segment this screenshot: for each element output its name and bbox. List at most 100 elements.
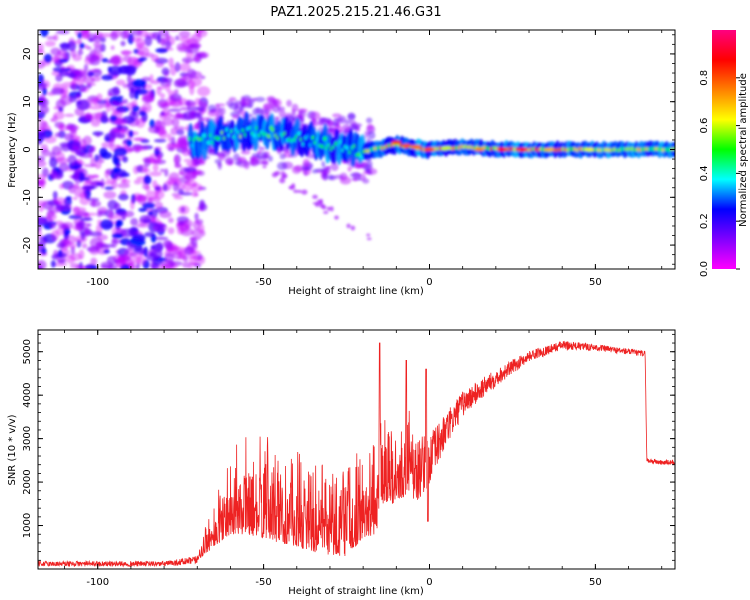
spectrogram-noise-blob bbox=[179, 76, 189, 81]
spectrogram-halo-blob bbox=[205, 150, 216, 156]
spectrogram-noise-blob bbox=[154, 184, 162, 194]
spectrogram-noise-blob bbox=[131, 36, 141, 42]
spectrogram-noise-blob bbox=[187, 265, 194, 269]
spectrogram-noise-blob bbox=[159, 210, 172, 219]
spectrogram-halo-blob bbox=[217, 163, 222, 167]
spectrogram-noise-blob bbox=[104, 169, 110, 179]
spectrogram-halo-blob bbox=[347, 166, 352, 172]
spectrogram-noise-blob bbox=[175, 112, 184, 118]
spectrogram-noise-blob bbox=[132, 79, 147, 88]
spectrogram-halo-blob bbox=[290, 112, 297, 117]
spectrogram-noise-blob bbox=[38, 60, 46, 69]
spectrogram-halo-blob bbox=[350, 126, 360, 131]
spectrogram-noise-blob bbox=[55, 252, 67, 258]
spectrogram-noise-blob bbox=[164, 168, 169, 177]
spectrogram-noise-blob bbox=[127, 148, 135, 152]
spectrogram-noise-blob bbox=[48, 206, 62, 214]
spectrogram-y-tick-label: -10 bbox=[22, 189, 33, 205]
spectrogram-noise-blob bbox=[139, 56, 148, 61]
spectrogram-noise-blob bbox=[73, 40, 82, 45]
spectrogram-noise-blob bbox=[154, 236, 169, 241]
spectrogram-noise-blob bbox=[38, 241, 42, 250]
spectrogram-noise-blob bbox=[55, 157, 69, 164]
spectrogram-noise-blob bbox=[41, 149, 51, 157]
spectrogram-noise-blob bbox=[72, 207, 87, 212]
spectrogram-noise-blob bbox=[69, 165, 79, 170]
spectrogram-halo-blob bbox=[337, 115, 347, 124]
spectrogram-hotspot bbox=[517, 147, 528, 152]
spectrogram-noise-blob bbox=[100, 36, 106, 43]
spectrogram-streak-blob bbox=[329, 206, 334, 212]
spectrogram-noise-blob bbox=[177, 205, 190, 215]
spectrogram-noise-blob bbox=[63, 234, 77, 245]
spectrogram-noise-blob bbox=[82, 135, 92, 146]
spectrogram-streak-blob bbox=[312, 194, 318, 199]
spectrogram-halo-blob bbox=[237, 110, 243, 116]
spectrogram-hotspot bbox=[441, 146, 452, 150]
spectrogram-noise-blob bbox=[59, 95, 73, 106]
spectrogram-noise-blob bbox=[107, 66, 112, 73]
spectrogram-noise-blob bbox=[150, 217, 160, 224]
spectrogram-noise-blob bbox=[81, 243, 88, 249]
spectrogram-noise-blob bbox=[111, 233, 124, 239]
colorbar-ticks: 0.0 0.2 0.4 0.6 0.8 bbox=[699, 70, 740, 277]
spectrogram-noise-blob bbox=[64, 113, 75, 118]
spectrogram-noise-blob bbox=[61, 86, 69, 96]
colorbar-label: Normalized spectral amplitude bbox=[738, 73, 749, 227]
spectrogram-halo-blob bbox=[325, 119, 334, 124]
snr-x-tick-label: 50 bbox=[589, 577, 602, 588]
spectrogram-noise-blob bbox=[38, 97, 49, 108]
spectrogram-halo-blob bbox=[278, 109, 286, 118]
spectrogram-noise-blob bbox=[92, 34, 102, 43]
colorbar-tick-label: 0.4 bbox=[699, 165, 710, 181]
spectrogram-hotspot bbox=[474, 147, 485, 152]
spectrogram-noise-blob bbox=[173, 195, 184, 200]
spectrogram-noise-blob bbox=[174, 126, 186, 131]
spectrogram-noise-blob bbox=[59, 203, 73, 211]
spectrogram-noise-blob bbox=[131, 233, 146, 243]
spectrogram-noise-blob bbox=[60, 143, 71, 152]
spectrogram-streak-blob bbox=[346, 223, 351, 229]
spectrogram-noise-blob bbox=[122, 83, 129, 89]
spectrogram-noise-blob bbox=[97, 234, 108, 241]
spectrogram-halo-blob bbox=[342, 124, 351, 132]
spectrogram-halo-blob bbox=[336, 121, 341, 129]
spectrogram-y-tick-label: -20 bbox=[22, 237, 33, 253]
spectrogram-noise-blob bbox=[58, 58, 69, 63]
colorbar-tick: 0.0 bbox=[699, 261, 740, 277]
spectrogram-noise-blob bbox=[44, 40, 56, 47]
spectrogram-noise-blob bbox=[90, 76, 101, 82]
spectrogram-streak-blob bbox=[279, 177, 286, 184]
spectrogram-noise-blob bbox=[117, 182, 131, 189]
snr-series-line bbox=[38, 340, 675, 568]
spectrogram-halo-blob bbox=[272, 98, 282, 108]
spectrogram-halo-blob bbox=[339, 176, 352, 185]
colorbar-tick-label: 0.8 bbox=[699, 70, 710, 86]
spectrogram-noise-blob bbox=[87, 69, 93, 78]
spectrogram-streak-blob bbox=[312, 201, 319, 205]
spectrogram-streak-blob bbox=[319, 203, 325, 208]
spectrogram-noise-blob bbox=[171, 192, 181, 197]
spectrogram-noise-blob bbox=[161, 263, 172, 269]
spectrogram-noise-blob bbox=[185, 100, 196, 107]
spectrogram-noise-blob bbox=[108, 65, 123, 77]
spectrogram-noise-blob bbox=[193, 255, 201, 261]
spectrogram-noise-blob bbox=[174, 62, 181, 73]
spectrogram-noise-blob bbox=[75, 93, 82, 100]
spectrogram-noise-blob bbox=[68, 185, 76, 194]
spectrogram-halo-blob bbox=[352, 172, 361, 179]
spectrogram-halo-blob bbox=[367, 131, 376, 140]
spectrogram-noise-blob bbox=[61, 221, 74, 230]
spectrogram-noise-blob bbox=[50, 260, 56, 268]
spectrogram-noise-blob bbox=[84, 185, 98, 189]
spectrogram-halo-blob bbox=[366, 123, 374, 131]
spectrogram-noise-blob bbox=[72, 139, 81, 151]
spectrogram-noise-blob bbox=[136, 194, 147, 205]
spectrogram-noise-blob bbox=[147, 211, 153, 216]
spectrogram-noise-blob bbox=[90, 112, 104, 120]
spectrogram-halo-blob bbox=[366, 160, 373, 168]
spectrogram-halo-blob bbox=[302, 158, 310, 168]
spectrogram-noise-blob bbox=[94, 154, 99, 163]
snr-y-label: SNR (10 * v/v) bbox=[7, 414, 18, 485]
spectrogram-noise-blob bbox=[183, 158, 193, 163]
